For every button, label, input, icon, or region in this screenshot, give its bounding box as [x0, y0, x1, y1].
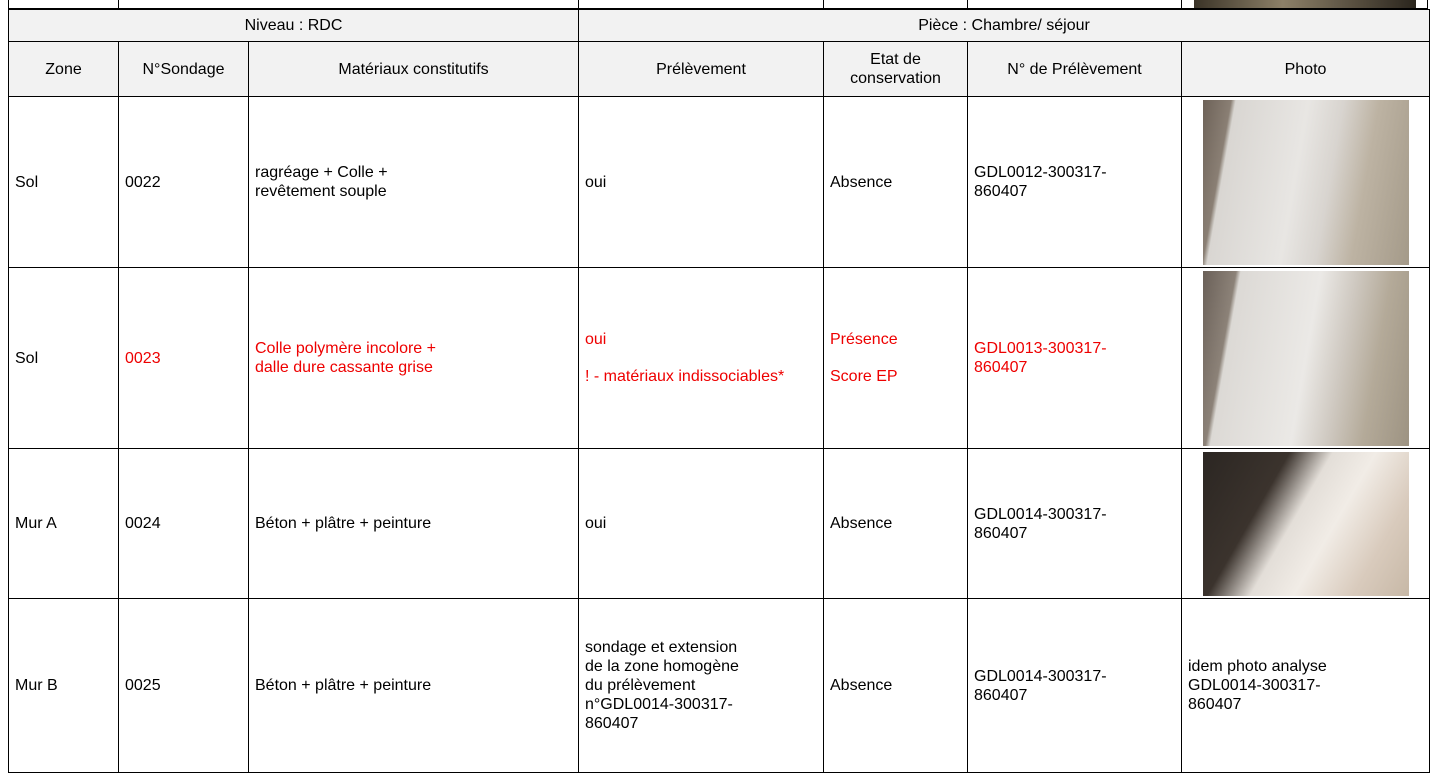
column-header: N°Sondage	[118, 41, 249, 97]
prelevement-text: oui	[585, 173, 745, 192]
level-cell: Niveau : RDC	[8, 9, 579, 42]
column-header: Matériaux constitutifs	[248, 41, 579, 97]
column-header: N° de Prélèvement	[967, 41, 1182, 97]
table-body: Niveau : RDC Pièce : Chambre/ séjour Zon…	[8, 9, 1431, 773]
prelevement-line: oui	[585, 173, 607, 191]
header-row: Niveau : RDC Pièce : Chambre/ séjour	[8, 9, 1431, 42]
etat: Présence Score EP	[823, 267, 968, 449]
materiaux: Béton + plâtre + peinture	[248, 448, 579, 599]
cell-border	[1181, 0, 1182, 8]
cell-border	[967, 0, 968, 8]
prelevement-line: ! - matériaux indissociables*	[585, 368, 785, 385]
cell-border	[118, 0, 119, 8]
numero-text: GDL0014-300317-860407	[974, 667, 1107, 704]
etat: Absence	[823, 96, 968, 268]
numero-text: GDL0012-300317-860407	[974, 164, 1107, 200]
prelevement-text: sondage et extension de la zone homogène…	[585, 638, 745, 733]
prelevement-line: oui	[585, 515, 607, 532]
photo	[1194, 0, 1416, 8]
prelevement: oui	[578, 96, 824, 268]
etat: Absence	[823, 598, 968, 773]
etat-line: Absence	[830, 173, 893, 191]
column-header: Etat de conservation	[823, 41, 968, 97]
cell-border	[8, 0, 9, 8]
prelevement-line: sondage et extension de la zone homogène…	[585, 639, 739, 732]
numero: GDL0012-300317-860407	[967, 96, 1182, 268]
prelevement-text: oui	[585, 514, 745, 533]
photo	[1202, 99, 1409, 265]
sondage: 0025	[118, 598, 249, 773]
sondage: 0022	[118, 96, 249, 268]
data-row: Mur A 0024 Béton + plâtre + peinture oui Abs…	[8, 448, 1431, 599]
prelevement: oui ! - matériaux indissociables*	[578, 267, 824, 449]
numero-text: GDL0013-300317-860407	[974, 340, 1107, 376]
cell-border	[1427, 0, 1428, 8]
etat: Absence	[823, 448, 968, 599]
zone: Mur A	[8, 448, 119, 599]
column-header: Photo	[1180, 41, 1431, 97]
data-row: Mur B 0025 Béton + plâtre + peinture sondag…	[8, 598, 1431, 773]
numero-text: GDL0014-300317-860407	[974, 505, 1107, 542]
photo-text: idem photo analyse GDL0014-300317-860407	[1188, 658, 1327, 713]
materiaux-text: Colle polymère incolore + dalle dure cas…	[255, 340, 436, 376]
prelevement-line: oui	[585, 331, 607, 348]
photo	[1202, 270, 1409, 446]
etat-line: Présence	[830, 331, 898, 348]
column-header: Prélèvement	[578, 41, 824, 97]
cell-border	[823, 0, 824, 8]
prelevement: oui	[578, 448, 824, 599]
photo-cell	[1180, 96, 1431, 268]
photo-cell	[1180, 448, 1431, 599]
materiaux-text: ragréage + Colle + revêtement souple	[255, 164, 388, 200]
cell-border	[578, 0, 579, 8]
sondage: 0024	[118, 448, 249, 599]
column-header: Zone	[8, 41, 119, 97]
zone: Sol	[8, 267, 119, 449]
sondage: 0023	[118, 267, 249, 449]
photo-cell: idem photo analyse GDL0014-300317-860407	[1180, 598, 1431, 773]
numero: GDL0013-300317-860407	[967, 267, 1182, 449]
numero: GDL0014-300317-860407	[967, 598, 1182, 773]
photo-cell	[1180, 267, 1431, 449]
data-row: Sol 0023 Colle polymère incolore + dalle d…	[8, 267, 1431, 449]
materiaux: ragréage + Colle + revêtement souple	[248, 96, 579, 268]
numero: GDL0014-300317-860407	[967, 448, 1182, 599]
zone: Sol	[8, 96, 119, 268]
prelevement: sondage et extension de la zone homogène…	[578, 598, 824, 773]
data-row: Sol 0022 ragréage + Colle + revêtement sou…	[8, 96, 1431, 268]
materiaux: Colle polymère incolore + dalle dure cas…	[248, 267, 579, 449]
zone: Mur B	[8, 598, 119, 773]
materiaux-text: Béton + plâtre + peinture	[255, 515, 432, 532]
survey-table: Niveau : RDC Pièce : Chambre/ séjour Zon…	[8, 9, 1431, 773]
column-header-row: Zone N°Sondage Matériaux constitutifs Prélè…	[8, 41, 1431, 97]
etat-line: Score EP	[830, 368, 898, 385]
materiaux: Béton + plâtre + peinture	[248, 598, 579, 773]
photo	[1202, 451, 1409, 596]
materiaux-text: Béton + plâtre + peinture	[255, 677, 432, 694]
etat-line: Absence	[830, 677, 893, 694]
etat-line: Absence	[830, 515, 893, 532]
room-cell: Pièce : Chambre/ séjour	[577, 9, 1431, 42]
prelevement-text: oui ! - matériaux indissociables*	[585, 330, 817, 386]
